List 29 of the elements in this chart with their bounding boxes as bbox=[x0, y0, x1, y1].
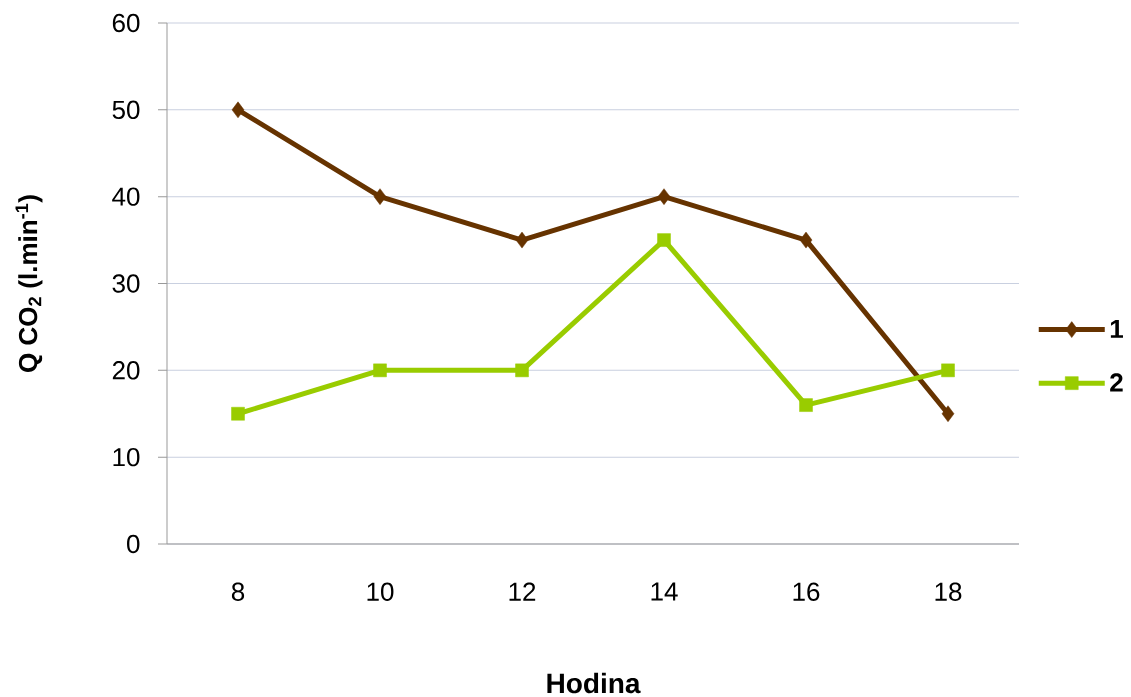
x-tick-label: 18 bbox=[935, 582, 962, 601]
y-tick-label: 50 bbox=[112, 100, 140, 120]
point bbox=[941, 363, 955, 378]
x-tick-label: 16 bbox=[793, 582, 820, 601]
point bbox=[373, 363, 387, 378]
point bbox=[515, 231, 529, 249]
legend-label: 1 bbox=[1110, 319, 1123, 338]
x-tick-label: 10 bbox=[367, 582, 394, 601]
point bbox=[799, 398, 813, 412]
point bbox=[515, 363, 529, 378]
point bbox=[657, 188, 671, 205]
y-tick-label: 20 bbox=[112, 361, 140, 380]
point bbox=[231, 407, 245, 421]
y-tick-label: 10 bbox=[113, 447, 140, 467]
y-tick-label: 60 bbox=[112, 13, 140, 33]
y-tick-label: 30 bbox=[112, 274, 140, 293]
point bbox=[231, 101, 245, 119]
x-tick-label: 8 bbox=[231, 582, 245, 601]
point bbox=[373, 188, 387, 205]
point bbox=[657, 233, 671, 247]
x-tick-label: 14 bbox=[651, 582, 678, 601]
y-tick-label: 0 bbox=[127, 534, 140, 554]
y-axis-title: Q CO$_{2}$ (l.min$^{-1}$) bbox=[15, 195, 43, 372]
x-axis-title: Hodina bbox=[547, 672, 641, 694]
legend-label: 2 bbox=[1110, 373, 1123, 392]
point bbox=[799, 231, 813, 249]
point bbox=[941, 405, 955, 422]
x-tick-label: 12 bbox=[509, 582, 536, 601]
y-tick-label: 40 bbox=[112, 187, 140, 206]
